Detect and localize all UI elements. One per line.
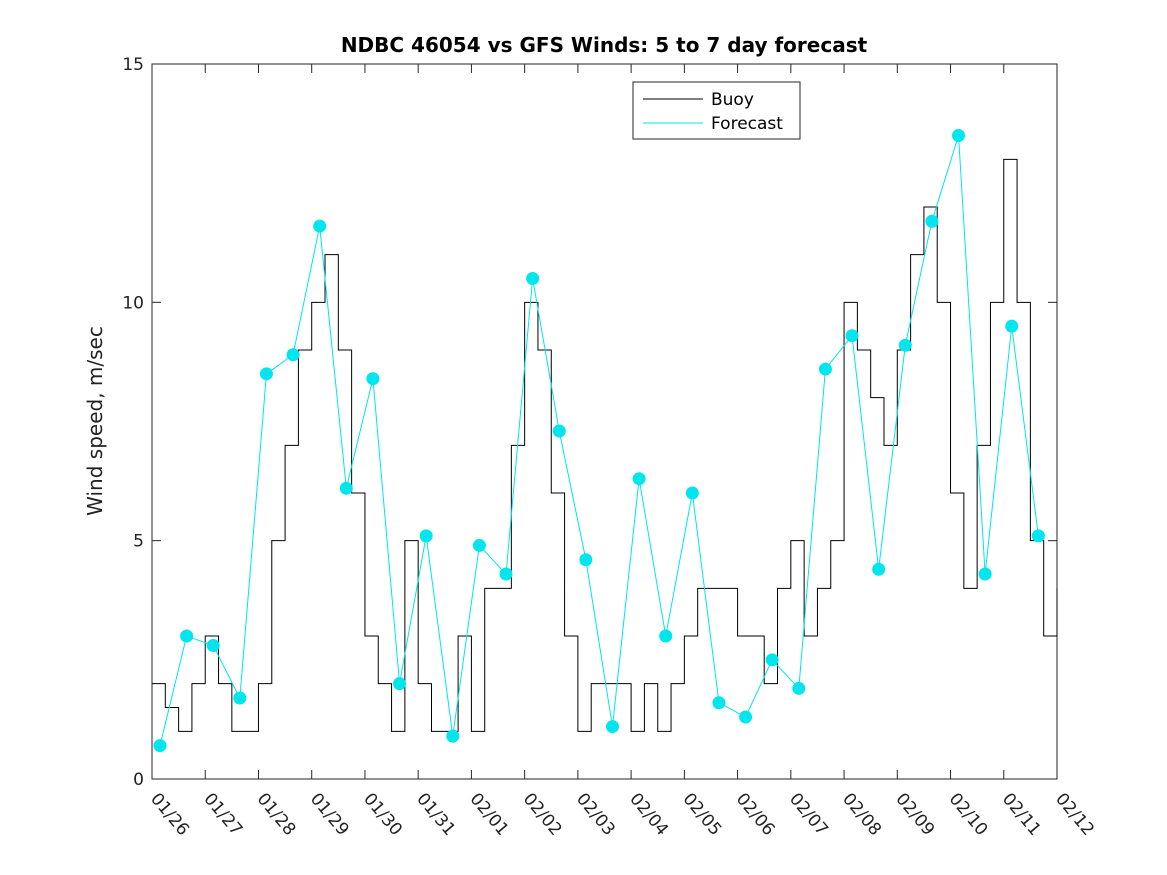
y-axis-ticks: 0 5 10 15 xyxy=(122,55,1057,790)
forecast-point xyxy=(765,653,779,667)
forecast-point xyxy=(952,129,966,142)
forecast-point xyxy=(499,567,513,581)
forecast-point xyxy=(1031,529,1045,543)
buoy-series xyxy=(152,158,1058,732)
forecast-point xyxy=(579,553,593,567)
forecast-point xyxy=(206,639,220,653)
y-axis-label: Wind speed, m/sec xyxy=(83,326,107,516)
forecast-point xyxy=(153,739,167,753)
y-tick-label: 10 xyxy=(122,293,144,313)
forecast-point xyxy=(1005,319,1019,333)
forecast-point xyxy=(712,696,726,710)
buoy-line xyxy=(152,158,1058,732)
forecast-point xyxy=(446,729,460,743)
chart-title: NDBC 46054 vs GFS Winds: 5 to 7 day fore… xyxy=(341,33,868,57)
forecast-point xyxy=(313,219,327,233)
forecast-point xyxy=(339,481,353,495)
forecast-point xyxy=(685,486,699,500)
forecast-point xyxy=(925,214,939,228)
legend-forecast-label: Forecast xyxy=(711,114,783,134)
forecast-point xyxy=(605,720,619,734)
forecast-point xyxy=(978,567,992,581)
forecast-point xyxy=(393,677,407,691)
forecast-point xyxy=(845,329,859,343)
forecast-point xyxy=(818,362,832,376)
forecast-point xyxy=(233,691,247,705)
y-tick-label: 0 xyxy=(133,770,144,790)
forecast-point xyxy=(632,472,646,486)
legend-buoy-label: Buoy xyxy=(711,90,754,110)
forecast-point xyxy=(552,424,566,438)
forecast-point xyxy=(898,338,912,352)
plot-area xyxy=(151,63,1058,780)
forecast-point xyxy=(792,681,806,695)
forecast-point xyxy=(286,348,300,362)
forecast-point xyxy=(739,710,753,724)
legend-box xyxy=(632,81,801,140)
forecast-line xyxy=(159,135,1039,746)
forecast-point xyxy=(366,372,380,386)
y-tick-label: 5 xyxy=(133,532,144,552)
forecast-point xyxy=(419,529,433,543)
y-tick-label: 15 xyxy=(122,55,144,75)
forecast-point xyxy=(472,538,486,552)
forecast-point xyxy=(526,272,540,285)
forecast-series xyxy=(153,129,1045,753)
forecast-point xyxy=(659,629,673,643)
legend: Buoy Forecast xyxy=(632,81,801,140)
forecast-point xyxy=(872,562,886,576)
forecast-point xyxy=(259,367,273,381)
forecast-point xyxy=(180,629,194,643)
